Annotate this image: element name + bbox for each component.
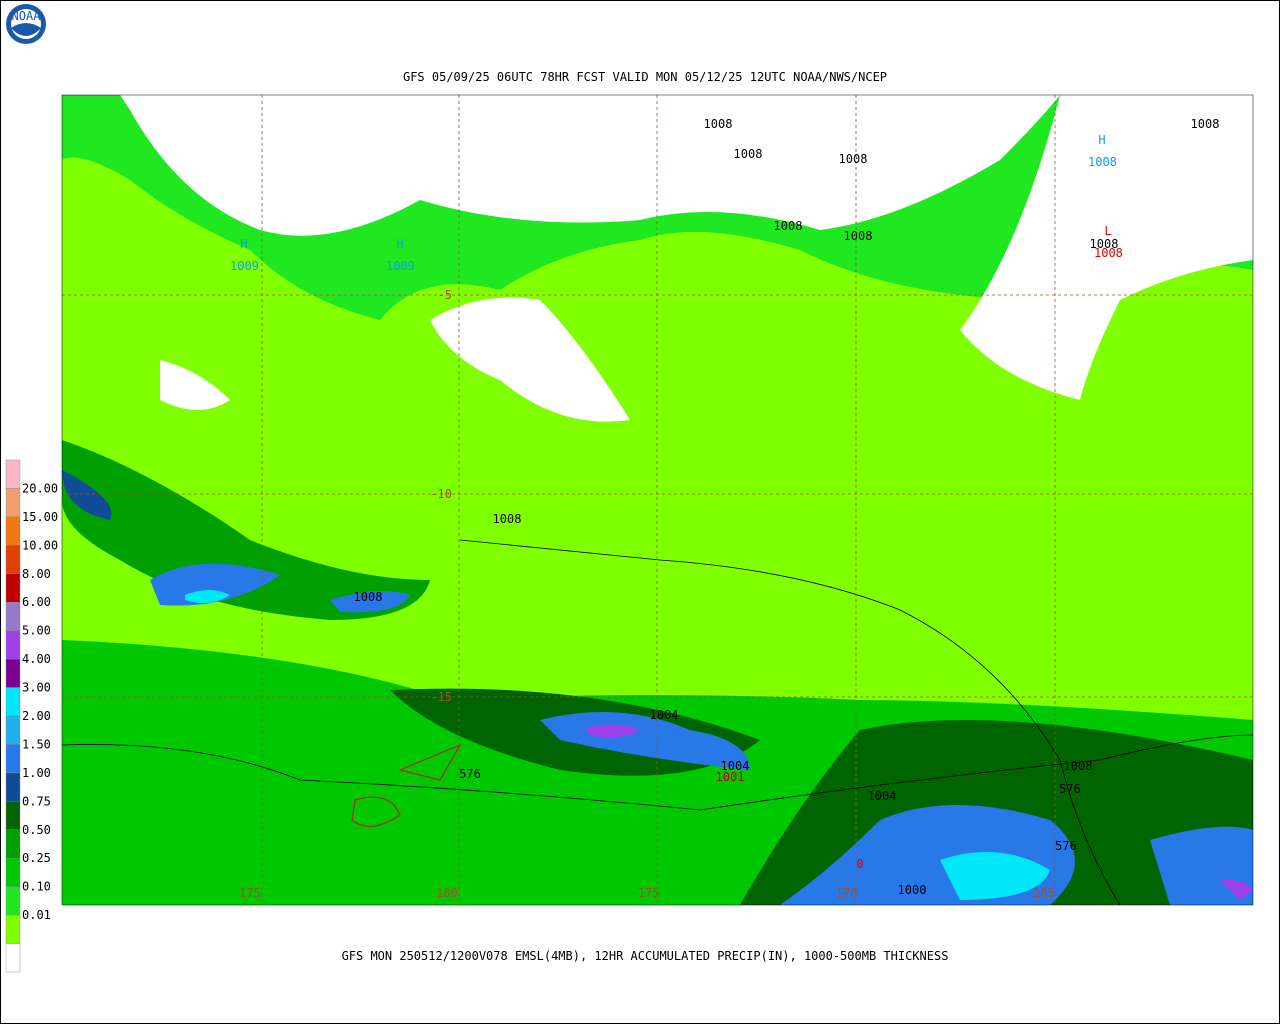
legend-swatch [5,943,21,973]
contour-label: 1004 [650,708,679,722]
legend-swatch [5,829,21,859]
legend-swatch [5,801,21,830]
legend-swatch [5,687,21,717]
contour-label: 576 [1055,839,1077,853]
contour-label: 1004 [868,789,897,803]
legend-label: 5.00 [22,624,51,638]
legend-swatch [5,516,21,546]
legend-swatch [5,772,21,802]
contour-label: 1008 [839,152,868,166]
contour-label: 1008 [493,512,522,526]
lat-label: -15 [430,690,452,704]
lon-label: -185 [1026,886,1055,900]
lon-label: -175 [631,886,660,900]
legend-label: 4.00 [22,652,51,666]
legend-swatch [5,488,21,518]
legend-label: 2.00 [22,709,51,723]
pressure-center-symbol: L [1104,224,1111,238]
contour-label: 1008 [734,147,763,161]
legend-label: 0.10 [22,880,51,894]
pressure-center-value: 1009 [386,259,415,273]
contour-label: 1001 [716,770,745,784]
legend-swatch [5,602,21,631]
lon-label: -170 [829,886,858,900]
map-caption: GFS MON 250512/1200V078 EMSL(4MB), 12HR … [342,949,949,963]
map-title: GFS 05/09/25 06UTC 78HR FCST VALID MON 0… [403,70,887,84]
legend-swatch [5,573,21,603]
contour-label: 1000 [898,883,927,897]
legend-swatch [5,744,21,774]
legend-label: 6.00 [22,595,51,609]
legend-label: 0.75 [22,794,51,808]
legend-swatch [5,715,21,745]
legend-swatch [5,545,21,574]
lat-label: -10 [430,487,452,501]
contour-label: 1008 [1090,237,1119,251]
legend-label: 20.00 [22,481,58,495]
contour-label: 1008 [1191,117,1220,131]
pressure-center-symbol: H [396,237,403,251]
pressure-center-value: 1008 [1088,155,1117,169]
legend-label: 1.50 [22,737,51,751]
logo: NOAA [6,4,46,44]
legend-label: 10.00 [22,538,58,552]
lon-label: 175 [239,886,261,900]
legend-swatch [5,858,21,887]
legend-swatch [5,886,21,916]
contour-label: 1008 [844,229,873,243]
lon-label: 180 [436,886,458,900]
legend-swatch [5,658,21,688]
legend-label: 0.01 [22,908,51,922]
legend-swatch [5,630,21,660]
graticule [62,95,1253,905]
map-field [61,94,1254,906]
legend-label: 0.25 [22,851,51,865]
contour-label: 576 [1059,782,1081,796]
lat-label: -5 [438,288,452,302]
logo-text: NOAA [12,9,42,23]
legend-label: 0.50 [22,823,51,837]
legend-label: 8.00 [22,567,51,581]
contour-label: 576 [459,767,481,781]
contour-label: 1004 [721,759,750,773]
legend-label: 1.00 [22,766,51,780]
pressure-center-symbol: H [240,237,247,251]
legend-label: 15.00 [22,510,58,524]
contour-label: 0 [856,857,863,871]
legend-swatch [5,459,21,489]
contour-label: 1008 [354,590,383,604]
contour-label: 1008 [1064,759,1093,773]
contour-label: 1008 [704,117,733,131]
pressure-center-value: 1008 [1094,246,1123,260]
legend-label: 3.00 [22,681,51,695]
pressure-center-symbol: H [1098,133,1105,147]
contour-label: 1008 [774,219,803,233]
pressure-center-value: 1009 [230,259,259,273]
legend-swatch [5,914,21,944]
